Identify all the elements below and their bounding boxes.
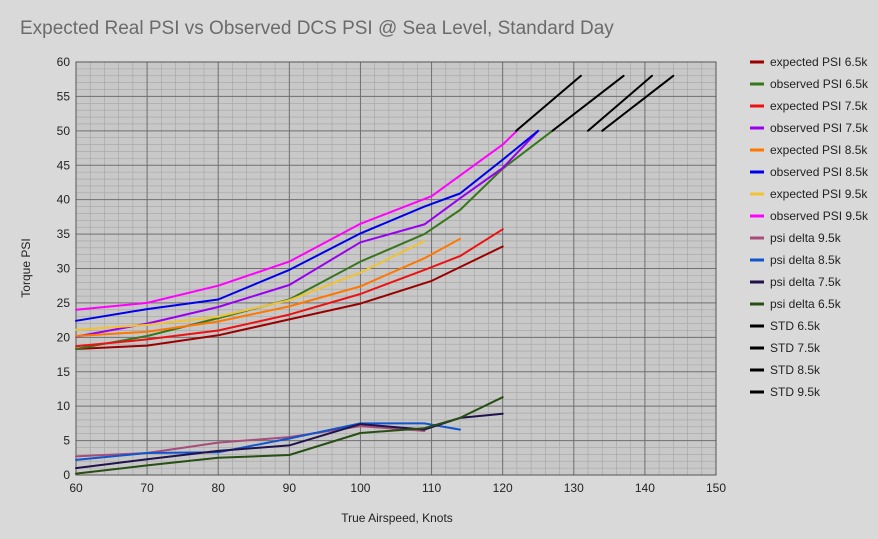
plot-border xyxy=(75,61,717,476)
legend-item: STD 6.5k xyxy=(750,319,821,333)
series-line xyxy=(75,237,461,337)
series-line xyxy=(601,74,675,132)
legend-label: observed PSI 6.5k xyxy=(770,77,869,91)
y-tick-label: 45 xyxy=(57,158,71,172)
series-layer xyxy=(75,74,675,475)
legend-label: psi delta 6.5k xyxy=(770,297,842,311)
legend-item: STD 8.5k xyxy=(750,363,821,377)
series-line xyxy=(75,245,504,350)
series-line xyxy=(75,129,518,311)
legend-label: psi delta 7.5k xyxy=(770,275,842,289)
series-line xyxy=(75,396,504,475)
legend-item: psi delta 6.5k xyxy=(750,297,842,311)
legend-label: expected PSI 6.5k xyxy=(770,55,868,69)
series-line xyxy=(75,129,540,338)
x-tick-label: 140 xyxy=(635,481,655,495)
legend-item: STD 9.5k xyxy=(750,385,821,399)
legend-item: expected PSI 6.5k xyxy=(750,55,868,69)
legend-label: observed PSI 9.5k xyxy=(770,209,869,223)
series-line xyxy=(75,129,540,322)
y-tick-label: 20 xyxy=(57,330,71,344)
legend-label: expected PSI 9.5k xyxy=(770,187,868,201)
legend-label: STD 7.5k xyxy=(770,341,821,355)
series-line xyxy=(75,422,461,461)
y-tick-label: 0 xyxy=(63,468,70,482)
chart-title: Expected Real PSI vs Observed DCS PSI @ … xyxy=(20,18,614,39)
legend-item: observed PSI 7.5k xyxy=(750,121,869,135)
legend-label: STD 6.5k xyxy=(770,319,821,333)
series-line xyxy=(75,129,554,350)
legend-item: psi delta 7.5k xyxy=(750,275,842,289)
legend-item: observed PSI 9.5k xyxy=(750,209,869,223)
x-tick-label: 110 xyxy=(422,481,441,495)
legend-label: observed PSI 8.5k xyxy=(770,165,869,179)
y-tick-label: 50 xyxy=(57,124,71,138)
x-tick-label: 70 xyxy=(140,481,154,495)
y-tick-label: 15 xyxy=(57,365,71,379)
legend-label: STD 8.5k xyxy=(770,363,821,377)
series-line xyxy=(75,228,504,348)
y-tick-label: 40 xyxy=(57,193,71,207)
legend-item: observed PSI 8.5k xyxy=(750,165,869,179)
y-tick-label: 5 xyxy=(63,434,70,448)
legend-item: expected PSI 7.5k xyxy=(750,99,868,113)
legend-label: STD 9.5k xyxy=(770,385,821,399)
series-line xyxy=(551,74,625,132)
series-line xyxy=(587,74,653,132)
y-axis-label: Torque PSI xyxy=(19,238,33,297)
x-tick-label: 130 xyxy=(564,481,584,495)
legend-item: psi delta 8.5k xyxy=(750,253,842,267)
x-tick-label: 80 xyxy=(212,481,226,495)
y-axis-ticks: 0 5 10 15 20 25 30 35 40 45 50 55 60 xyxy=(57,55,71,482)
legend-label: psi delta 8.5k xyxy=(770,253,842,267)
x-axis-label: True Airspeed, Knots xyxy=(341,511,453,525)
legend-item: expected PSI 9.5k xyxy=(750,187,868,201)
y-tick-label: 35 xyxy=(57,227,71,241)
legend-item: psi delta 9.5k xyxy=(750,231,842,245)
legend-label: expected PSI 7.5k xyxy=(770,99,868,113)
legend-item: STD 7.5k xyxy=(750,341,821,355)
series-line xyxy=(515,74,582,132)
series-line xyxy=(75,240,426,331)
y-tick-label: 60 xyxy=(57,55,71,69)
x-tick-label: 60 xyxy=(69,481,83,495)
legend-label: expected PSI 8.5k xyxy=(770,143,868,157)
x-tick-label: 150 xyxy=(706,481,726,495)
y-tick-label: 10 xyxy=(57,399,71,413)
legend-label: psi delta 9.5k xyxy=(770,231,842,245)
legend: expected PSI 6.5k observed PSI 6.5k expect… xyxy=(750,55,869,399)
legend-label: observed PSI 7.5k xyxy=(770,121,869,135)
y-tick-label: 30 xyxy=(57,262,71,276)
x-axis-ticks: 60 70 80 90 100 110 120 130 140 150 xyxy=(69,481,726,495)
legend-item: observed PSI 6.5k xyxy=(750,77,869,91)
y-tick-label: 25 xyxy=(57,296,71,310)
x-tick-label: 120 xyxy=(493,481,513,495)
y-tick-label: 55 xyxy=(57,89,71,103)
x-tick-label: 100 xyxy=(350,481,370,495)
x-tick-label: 90 xyxy=(283,481,297,495)
legend-item: expected PSI 8.5k xyxy=(750,143,868,157)
